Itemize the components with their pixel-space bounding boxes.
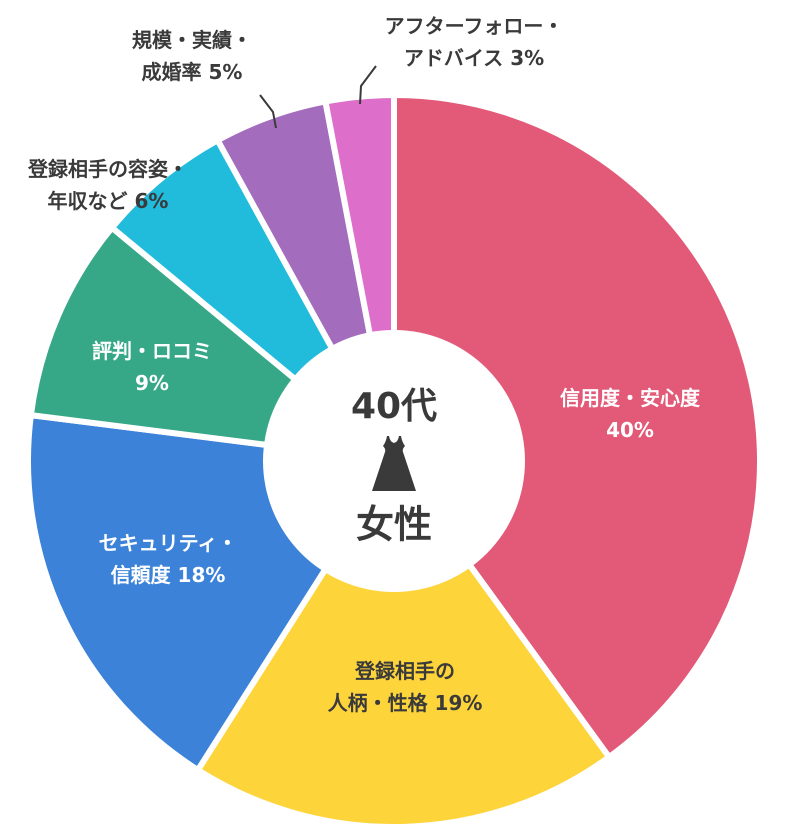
slice-label-3: セキュリティ・信頼度 18% — [99, 531, 238, 587]
slice-label-line: 成婚率 5% — [142, 60, 243, 84]
center-label: 40代 女性 — [351, 386, 437, 547]
center-title: 40代 — [351, 386, 437, 427]
pie-slice-2 — [194, 458, 613, 830]
slice-label-line: 40% — [606, 418, 654, 442]
slice-label-line: 信用度・安心度 — [560, 386, 701, 410]
center-subtitle: 女性 — [356, 503, 432, 547]
pie-slice-1 — [391, 92, 763, 761]
slice-label-2: 登録相手の人柄・性格 19% — [328, 659, 483, 715]
slice-label-line: 登録相手の容姿・ — [27, 157, 188, 181]
slice-label-line: 人柄・性格 19% — [328, 691, 483, 715]
slice-label-line: アフターフォロー・ — [385, 14, 564, 38]
slice-label-1: 信用度・安心度 40% — [560, 386, 701, 442]
slice-label-line: アドバイス 3% — [404, 46, 544, 70]
slice-label-5: 登録相手の容姿・年収など 6% — [27, 157, 188, 213]
slice-label-4: 評判・ロコミ 9% — [92, 339, 212, 395]
slice-label-line: 規模・実績・ — [132, 28, 252, 52]
dress-icon — [372, 436, 416, 491]
leader-line-6 — [259, 94, 277, 129]
slice-label-6: 規模・実績・成婚率 5% — [132, 28, 252, 84]
slice-label-7: アフターフォロー・アドバイス 3% — [385, 14, 564, 70]
slice-label-line: 評判・ロコミ — [92, 339, 212, 363]
slice-label-line: 9% — [135, 371, 169, 395]
slice-label-line: セキュリティ・ — [99, 531, 238, 555]
slice-labels: 信用度・安心度 40% 登録相手の人柄・性格 19% セキュリティ・信頼度 18% 評判… — [27, 14, 701, 715]
leader-lines — [259, 65, 377, 129]
leader-line-7 — [359, 65, 377, 105]
slice-label-line: 信頼度 18% — [111, 563, 226, 587]
slice-label-line: 登録相手の — [354, 659, 455, 683]
slice-label-line: 年収など 6% — [48, 189, 169, 213]
